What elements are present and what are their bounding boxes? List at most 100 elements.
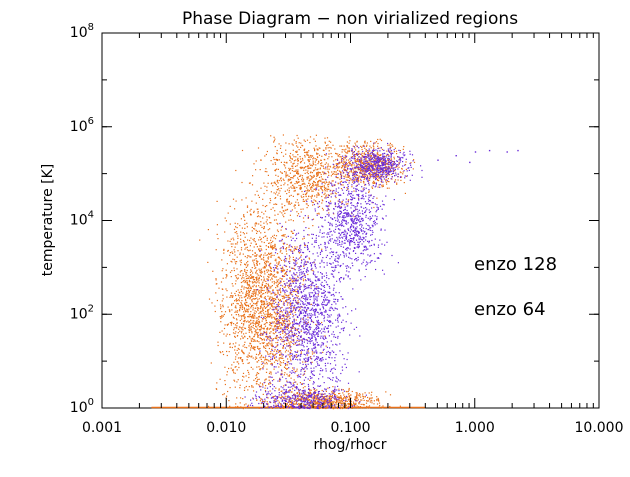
data-point (324, 159, 325, 160)
data-point (379, 403, 380, 404)
data-point (313, 310, 314, 311)
data-point (236, 277, 237, 278)
data-point (297, 359, 298, 360)
data-point (288, 390, 289, 391)
data-point (282, 307, 283, 308)
data-point (229, 351, 230, 352)
data-point (240, 338, 241, 339)
data-point (332, 145, 333, 146)
data-point (294, 250, 295, 251)
data-point (284, 171, 285, 172)
data-point (301, 279, 302, 280)
data-point (308, 150, 309, 151)
data-point (296, 263, 297, 264)
data-point (271, 300, 272, 301)
data-point (328, 215, 329, 216)
data-point (244, 220, 245, 221)
data-point (281, 162, 282, 163)
data-point (297, 375, 298, 376)
data-point (258, 313, 259, 314)
data-point (275, 323, 276, 324)
data-point (277, 292, 278, 293)
data-point (331, 304, 332, 305)
data-point (274, 139, 275, 140)
data-point (310, 315, 311, 316)
data-point (290, 173, 291, 174)
data-point (282, 268, 283, 269)
data-point (249, 355, 250, 356)
data-point (229, 311, 230, 312)
data-point (364, 404, 365, 405)
data-point (335, 197, 336, 198)
data-point (364, 148, 365, 149)
data-point (311, 390, 312, 391)
data-point (317, 156, 318, 157)
data-point (358, 395, 359, 396)
data-point (278, 302, 279, 303)
data-point (246, 311, 247, 312)
data-point (230, 224, 231, 225)
data-point (244, 216, 245, 217)
data-point (231, 314, 232, 315)
data-point (372, 188, 373, 189)
data-point (267, 322, 268, 323)
data-point (263, 312, 264, 313)
data-point (367, 166, 368, 167)
data-point (268, 284, 269, 285)
data-point (336, 395, 337, 396)
data-point (318, 314, 319, 315)
data-point (266, 205, 267, 206)
data-point (398, 179, 399, 180)
data-point (290, 300, 291, 301)
data-point (256, 260, 257, 261)
data-point (247, 226, 248, 227)
data-point (234, 251, 235, 252)
data-point (292, 402, 293, 403)
data-point (292, 166, 293, 167)
data-point (358, 159, 359, 160)
data-point (293, 238, 294, 239)
data-point (324, 189, 325, 190)
data-point (269, 302, 270, 303)
data-point (253, 307, 254, 308)
data-point (282, 311, 283, 312)
data-point (328, 278, 329, 279)
data-point (292, 367, 293, 368)
data-point (216, 249, 217, 250)
data-point (311, 178, 312, 179)
data-point (242, 277, 243, 278)
data-point (326, 391, 327, 392)
data-point (387, 175, 388, 176)
data-point (241, 323, 242, 324)
data-point (356, 395, 357, 396)
data-point (342, 392, 343, 393)
data-point (273, 141, 274, 142)
data-point (313, 199, 314, 200)
data-point (234, 349, 235, 350)
data-point (283, 134, 284, 135)
data-point (248, 363, 249, 364)
data-point (294, 140, 295, 141)
data-point (263, 259, 264, 260)
data-point (232, 259, 233, 260)
data-point (231, 261, 232, 262)
data-point (254, 316, 255, 317)
data-point (250, 238, 251, 239)
data-point (234, 249, 235, 250)
data-point (246, 375, 247, 376)
data-point (328, 189, 329, 190)
data-point (285, 222, 286, 223)
data-point (325, 399, 326, 400)
data-point (319, 177, 320, 178)
data-point (281, 327, 282, 328)
data-point (281, 337, 282, 338)
data-point (259, 357, 260, 358)
data-point (305, 307, 306, 308)
data-point (246, 197, 247, 198)
data-point (275, 265, 276, 266)
data-point (316, 153, 317, 154)
data-point (276, 279, 277, 280)
data-point (335, 303, 336, 304)
data-point (297, 163, 298, 164)
data-point (248, 292, 249, 293)
